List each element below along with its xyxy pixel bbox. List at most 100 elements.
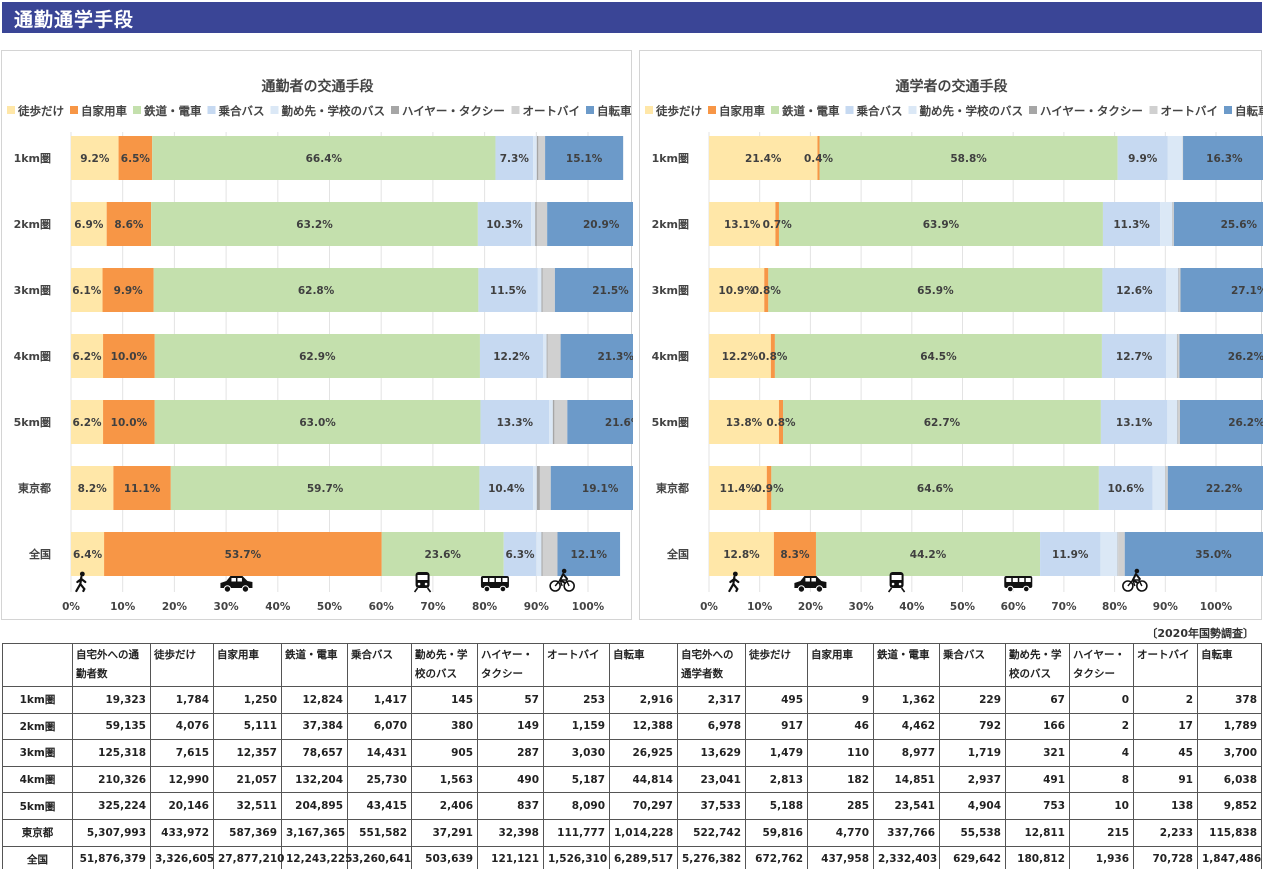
- data-label-bicycle: 25.6%: [1221, 219, 1258, 231]
- table-cell: 149: [477, 712, 544, 741]
- table-cell: 495: [745, 686, 808, 714]
- table-cell: 4,770: [807, 818, 874, 847]
- table-cell: 44,814: [609, 765, 678, 794]
- table-cell: 204,895: [281, 792, 348, 820]
- data-label-bicycle: 26.2%: [1228, 351, 1263, 363]
- table-cell: 1,362: [873, 686, 940, 714]
- bar-segment-motorbike: [1177, 400, 1181, 444]
- legend-swatch: [270, 106, 279, 114]
- row-header: 5km圏: [2, 792, 73, 820]
- chart-legend: 徒歩だけ 自家用車 鉄道・電車 乗合バス 勤め先・学校のバス ハイヤー・タクシー オートバイ…: [645, 104, 1263, 118]
- data-label-bicycle: 15.1%: [566, 153, 603, 165]
- legend-swatch: [1224, 106, 1232, 114]
- bar-segment-motorbike: [539, 466, 551, 510]
- data-label-rail: 62.8%: [298, 285, 335, 297]
- table-cell: 2,916: [609, 686, 678, 714]
- table-cell: 13,629: [677, 739, 746, 767]
- bar-segment-company-bus: [533, 136, 537, 180]
- bar-segment-motorbike: [1118, 532, 1125, 576]
- table-cell: 210,326: [72, 765, 151, 794]
- bar-segment-motorbike: [538, 136, 546, 180]
- table-cell: 55,538: [939, 818, 1006, 847]
- data-label-car: 6.5%: [121, 153, 151, 165]
- bar-segment-walk: [71, 532, 105, 576]
- bar-segment-rail: [819, 136, 1118, 180]
- data-label-bus: 10.6%: [1108, 483, 1145, 495]
- data-label-bicycle: 27.1%: [1231, 285, 1263, 297]
- bar-segment-taxi: [541, 532, 543, 576]
- table-cell: 1,563: [411, 765, 478, 794]
- row-header: 1km圏: [2, 686, 73, 714]
- bus-icon: [480, 576, 509, 593]
- table-row: 2km圏 59,135 4,076 5,111 37,384 6,070 380 149 1,1…: [2, 712, 1262, 741]
- table-cell: 2,233: [1133, 818, 1198, 847]
- data-label-bus: 11.3%: [1113, 219, 1150, 231]
- table-cell: 20,146: [150, 792, 214, 820]
- bar-segment-motorbike: [1182, 136, 1184, 180]
- data-label-bus: 13.3%: [497, 417, 534, 429]
- legend-label: 徒歩だけ: [655, 104, 702, 118]
- table-row: 東京都 5,307,993 433,972 587,369 3,167,365 551,5…: [2, 818, 1262, 847]
- data-label-rail: 23.6%: [425, 549, 462, 561]
- table-cell: 433,972: [150, 818, 214, 847]
- category-label: 5km圏: [652, 416, 689, 429]
- table-cell: 6,978: [677, 712, 746, 741]
- table-cell: 121,121: [477, 845, 544, 869]
- bar-segment-taxi: [1177, 400, 1178, 444]
- data-label-bus: 11.5%: [490, 285, 527, 297]
- legend-swatch: [207, 106, 216, 114]
- table-cell: 78,657: [281, 739, 348, 767]
- bar-segment-company-bus: [533, 466, 537, 510]
- table-cell: 25,730: [347, 765, 412, 794]
- bar-segment-motorbike: [554, 400, 568, 444]
- bar-segment-rail: [151, 202, 478, 246]
- table-cell: 905: [411, 739, 478, 767]
- data-label-bus: 10.4%: [488, 483, 525, 495]
- table-cell: 12,357: [213, 739, 282, 767]
- commute-chart-panel: 通勤者の交通手段 徒歩だけ 自家用車 鉄道・電車 乗合バス 勤め先・学校のバス ハイヤー・タ…: [1, 50, 633, 620]
- legend-label: 自家用車: [719, 104, 765, 118]
- table-cell: 1,719: [939, 739, 1006, 767]
- row-header: 3km圏: [2, 739, 73, 767]
- data-label-bicycle: 35.0%: [1195, 549, 1232, 561]
- x-tick-label: 80%: [472, 601, 498, 613]
- category-label: 1km圏: [652, 152, 689, 165]
- category-label: 1km圏: [14, 152, 51, 165]
- table-cell: 2,937: [939, 765, 1006, 794]
- column-header: 徒歩だけ: [745, 643, 808, 687]
- table-cell: 5,276,382: [677, 845, 746, 869]
- data-label-walk: 10.9%: [718, 285, 755, 297]
- table-cell: 23,041: [677, 765, 746, 794]
- chart-legend: 徒歩だけ 自家用車 鉄道・電車 乗合バス 勤め先・学校のバス ハイヤー・タクシー オートバイ…: [7, 104, 632, 118]
- legend-item-bus: 乗合バス: [207, 104, 265, 118]
- bar-segment-taxi: [552, 400, 555, 444]
- data-label-rail: 59.7%: [307, 483, 344, 495]
- data-label-bicycle: 26.2%: [1228, 417, 1263, 429]
- data-label-bus: 12.6%: [1116, 285, 1153, 297]
- table-cell: 180,812: [1005, 845, 1070, 869]
- table-cell: 287: [477, 739, 544, 767]
- data-label-car: 0.8%: [758, 351, 788, 363]
- legend-swatch: [391, 106, 399, 114]
- column-header: 自宅外への通学者数: [677, 643, 746, 687]
- data-label-bicycle: 12.1%: [571, 549, 608, 561]
- table-cell: 43,415: [347, 792, 412, 820]
- bar-segment-bicycle: [560, 334, 633, 378]
- data-label-rail: 63.2%: [296, 219, 333, 231]
- table-cell: 1,789: [1197, 712, 1262, 741]
- table-cell: 753: [1005, 792, 1070, 820]
- category-label: 全国: [666, 547, 689, 561]
- data-label-walk: 13.1%: [724, 219, 761, 231]
- table-cell: 837: [477, 792, 544, 820]
- bar-segment-rail: [768, 268, 1103, 312]
- column-header: 自転車: [1197, 643, 1262, 687]
- legend-label: 乗合バス: [218, 104, 265, 118]
- train-icon: [887, 572, 906, 593]
- x-tick-label: 30%: [849, 601, 875, 613]
- data-label-rail: 64.6%: [917, 483, 954, 495]
- x-tick-label: 20%: [798, 601, 824, 613]
- bar-segment-bus: [480, 400, 550, 444]
- table-row: 5km圏 325,224 20,146 32,511 204,895 43,415 2,40…: [2, 792, 1262, 820]
- table-cell: 26,925: [609, 739, 678, 767]
